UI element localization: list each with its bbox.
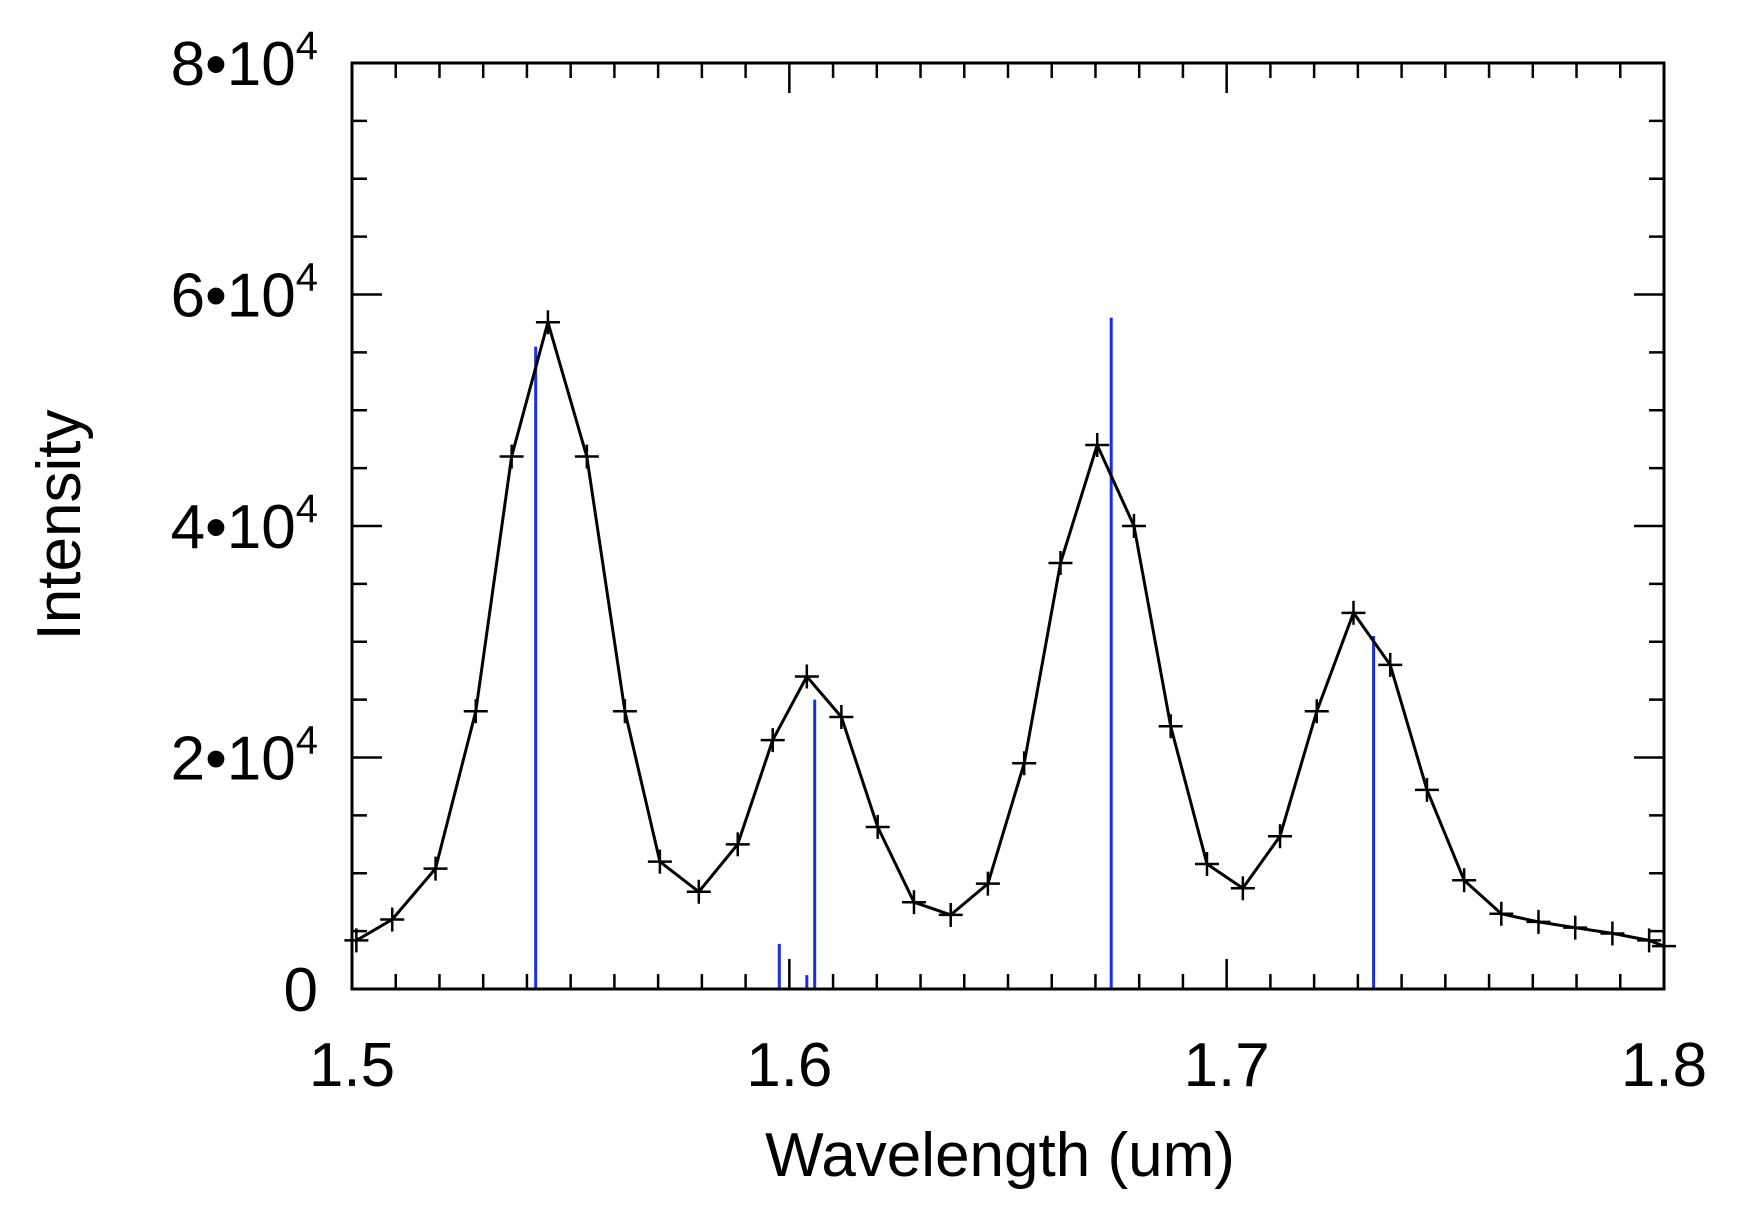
y-tick-base: •10 xyxy=(205,725,296,794)
x-tick-label: 1.6 xyxy=(746,1031,832,1100)
data-point-marker xyxy=(829,704,854,729)
y-tick-mantissa: 4 xyxy=(171,493,205,562)
y-tick-mantissa: 0 xyxy=(284,956,318,1025)
y-tick-label: 8•104 xyxy=(171,24,318,99)
data-point-marker xyxy=(1158,714,1183,739)
data-point-marker xyxy=(1121,514,1146,538)
data-point-marker xyxy=(1600,921,1625,946)
data-point-marker xyxy=(463,699,488,724)
y-tick-label: 0 xyxy=(284,956,318,1025)
y-tick-exponent: 4 xyxy=(296,256,318,300)
data-point-marker xyxy=(1563,915,1588,940)
plot-frame xyxy=(350,61,1666,991)
y-tick-mantissa: 6 xyxy=(171,262,205,331)
y-tick-mantissa: 8 xyxy=(171,30,205,99)
data-point-marker xyxy=(1012,751,1037,776)
data-point-marker xyxy=(1085,432,1110,457)
y-tick-exponent: 4 xyxy=(296,719,318,763)
y-tick-mantissa: 2 xyxy=(171,725,205,794)
data-point-marker xyxy=(380,907,405,932)
data-point-marker xyxy=(1489,901,1514,926)
data-point-marker xyxy=(423,856,448,881)
data-point-marker xyxy=(1048,551,1073,576)
data-point-marker xyxy=(1341,600,1366,625)
data-point-marker xyxy=(1268,824,1293,849)
spectrum-series xyxy=(344,310,1676,959)
data-point-marker xyxy=(865,814,890,839)
data-point-marker xyxy=(647,849,672,874)
data-point-marker xyxy=(760,728,785,753)
y-tick-label: 6•104 xyxy=(171,256,318,331)
y-tick-base: •10 xyxy=(205,30,296,99)
data-point-marker xyxy=(794,664,819,689)
data-point-marker xyxy=(1304,699,1329,724)
data-point-marker xyxy=(938,902,963,927)
y-tick-label: 4•104 xyxy=(171,487,318,562)
data-point-marker xyxy=(1526,909,1551,934)
y-tick-label: 2•104 xyxy=(171,719,318,794)
data-point-marker xyxy=(975,871,1000,896)
data-point-marker xyxy=(344,928,369,953)
data-point-marker xyxy=(574,444,599,469)
x-tick-label: 1.8 xyxy=(1621,1031,1707,1100)
y-tick-exponent: 4 xyxy=(296,487,318,531)
data-point-marker xyxy=(499,444,524,469)
reference-lines-series xyxy=(534,317,1376,989)
x-axis-title: Wavelength (um) xyxy=(765,1121,1235,1190)
y-tick-base: •10 xyxy=(205,493,296,562)
data-point-marker xyxy=(1378,652,1403,677)
x-tick-label: 1.5 xyxy=(309,1031,395,1100)
data-point-marker xyxy=(535,310,560,335)
data-point-marker xyxy=(612,699,637,724)
data-point-marker xyxy=(1194,851,1219,876)
data-point-marker xyxy=(1414,777,1439,802)
data-point-marker xyxy=(1452,868,1477,893)
y-tick-exponent: 4 xyxy=(296,24,318,68)
data-point-marker xyxy=(725,832,750,857)
data-point-marker xyxy=(1230,876,1255,901)
x-tick-labels: 1.5 1.6 1.7 1.8 xyxy=(309,1031,1707,1100)
y-tick-base: •10 xyxy=(205,262,296,331)
data-point-marker xyxy=(686,879,711,904)
y-axis-title: Intensity xyxy=(25,410,94,641)
x-tick-label: 1.7 xyxy=(1184,1031,1270,1100)
data-point-marker xyxy=(901,890,926,915)
data-point-marker xyxy=(1637,928,1662,953)
